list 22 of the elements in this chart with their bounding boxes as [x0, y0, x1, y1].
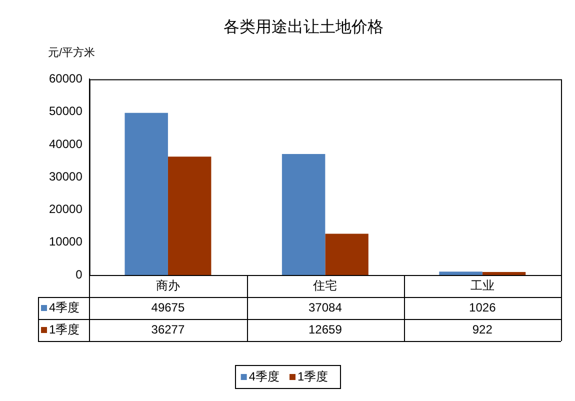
- x-tick-label: 工业: [470, 278, 494, 292]
- chart-title: 各类用途出让土地价格: [224, 18, 384, 36]
- data-label: 49675: [151, 300, 185, 314]
- data-label: 1026: [469, 300, 496, 314]
- text: 4季度: [248, 369, 280, 384]
- y-tick-label: 60000: [48, 72, 83, 86]
- y-tick-label: 20000: [48, 202, 83, 216]
- y-tick-label: 40000: [48, 136, 83, 151]
- x-tick-label: 商办: [156, 278, 180, 292]
- x-tick-label: 住宅: [312, 278, 338, 292]
- y-tick-label: 30000: [48, 169, 83, 184]
- y-tick-label: 0: [76, 267, 83, 282]
- text: 1季度: [49, 322, 80, 336]
- y-tick-label: 10000: [48, 234, 83, 249]
- y-tick-label: 50000: [48, 104, 83, 118]
- data-label: 922: [472, 322, 493, 336]
- y-axis-title: 元/平方米: [48, 46, 96, 60]
- legend-label: 4季度: [49, 300, 80, 314]
- data-label: 36277: [151, 322, 185, 336]
- data-label: 12659: [308, 322, 342, 336]
- legend-label: 1季度: [298, 369, 328, 384]
- data-label: 37084: [308, 300, 342, 314]
